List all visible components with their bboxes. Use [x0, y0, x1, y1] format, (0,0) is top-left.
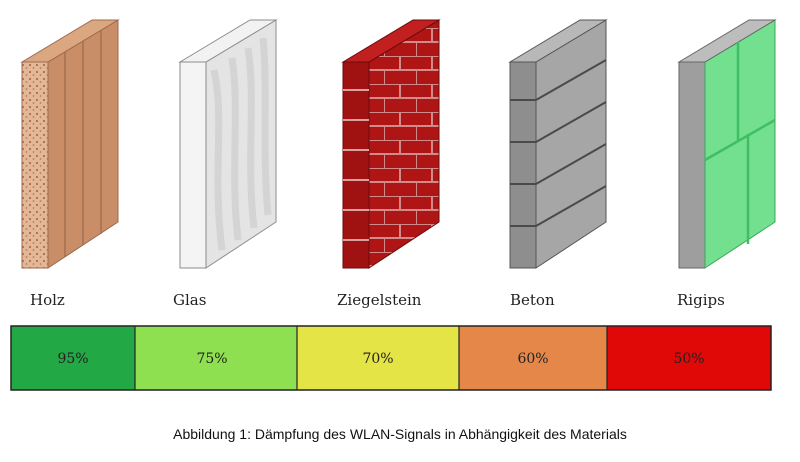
bar-segment-holz	[11, 326, 135, 390]
value-beton: 60%	[517, 351, 548, 367]
wall-holz-illustration	[20, 19, 120, 269]
attenuation-bar: 95% 75% 70% 60% 50%	[10, 325, 772, 391]
figure-caption: Abbildung 1: Dämpfung des WLAN-Signals i…	[173, 426, 627, 442]
wall-glas-illustration	[178, 19, 278, 269]
bar-segment-beton	[459, 326, 607, 390]
bar-segment-ziegelstein	[297, 326, 459, 390]
wall-rigips-illustration	[677, 19, 777, 269]
value-rigips: 50%	[673, 351, 704, 367]
value-ziegelstein: 70%	[362, 351, 393, 367]
bar-segment-rigips	[607, 326, 771, 390]
label-beton: Beton	[510, 291, 555, 309]
label-ziegelstein: Ziegelstein	[337, 291, 422, 309]
value-holz: 95%	[57, 351, 88, 367]
label-holz: Holz	[30, 291, 65, 309]
label-glas: Glas	[173, 291, 206, 309]
wall-beton-illustration	[508, 19, 608, 269]
value-glas: 75%	[196, 351, 227, 367]
bar-segment-glas	[135, 326, 297, 390]
label-rigips: Rigips	[677, 291, 725, 309]
wall-ziegelstein-illustration	[341, 19, 441, 269]
